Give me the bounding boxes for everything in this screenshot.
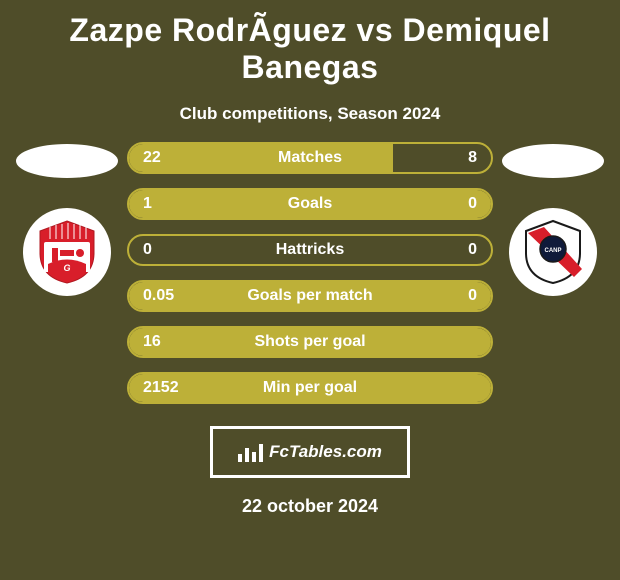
left-side: G [7,142,127,296]
stat-row: 0.05Goals per match0 [127,280,493,312]
svg-text:G: G [63,263,70,273]
stat-label: Matches [129,149,491,167]
stat-row: 0Hattricks0 [127,234,493,266]
stat-label: Shots per goal [129,333,491,351]
right-ellipse [502,144,604,178]
date-label: 22 october 2024 [242,496,378,517]
stat-row: 22Matches8 [127,142,493,174]
right-side: CANP [493,142,613,296]
stat-row: 2152Min per goal [127,372,493,404]
stats-column: 22Matches81Goals00Hattricks00.05Goals pe… [127,142,493,404]
branding-label: FcTables.com [269,442,382,462]
page-title: Zazpe RodrÃ­guez vs Demiquel Banegas [0,12,620,86]
left-crest-svg: G [34,219,100,285]
left-crest: G [23,208,111,296]
main-row: G 22Matches81Goals00Hattricks00.05Goals … [0,142,620,404]
left-ellipse [16,144,118,178]
stat-right-value: 0 [468,241,477,259]
subtitle: Club competitions, Season 2024 [180,104,441,124]
stat-label: Hattricks [129,241,491,259]
stat-right-value: 8 [468,149,477,167]
branding-box: FcTables.com [210,426,410,478]
stat-right-value: 0 [468,195,477,213]
branding-text: FcTables.com [238,442,382,462]
stat-row: 16Shots per goal [127,326,493,358]
right-crest-svg: CANP [520,219,586,285]
right-crest: CANP [509,208,597,296]
stat-label: Goals per match [129,287,491,305]
stat-right-value: 0 [468,287,477,305]
stat-row: 1Goals0 [127,188,493,220]
stat-label: Min per goal [129,379,491,397]
comparison-card: Zazpe RodrÃ­guez vs Demiquel Banegas Clu… [0,0,620,517]
svg-text:CANP: CANP [544,248,561,254]
stat-label: Goals [129,195,491,213]
chart-bars-icon [238,442,263,462]
